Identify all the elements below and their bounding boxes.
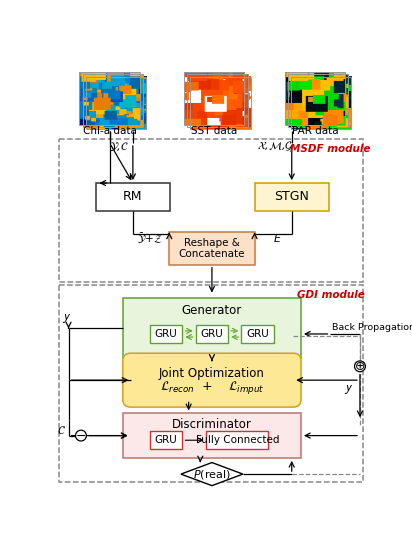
Text: GDI module: GDI module: [297, 290, 364, 300]
Text: GRU: GRU: [155, 329, 178, 339]
Bar: [184, 72, 244, 124]
Text: $\mathcal{C}$: $\mathcal{C}$: [56, 425, 66, 437]
Bar: [150, 324, 183, 343]
Text: Generator: Generator: [182, 304, 242, 317]
Bar: [150, 431, 183, 449]
Bar: [190, 77, 250, 129]
Bar: [169, 232, 255, 265]
Bar: [285, 72, 345, 124]
Text: PAR data: PAR data: [292, 126, 338, 136]
Bar: [123, 298, 301, 358]
Circle shape: [75, 430, 87, 441]
Bar: [86, 77, 146, 129]
Text: GRU: GRU: [155, 435, 178, 445]
Text: Joint Optimization: Joint Optimization: [159, 367, 265, 380]
Bar: [196, 324, 228, 343]
Text: RM: RM: [123, 190, 143, 204]
Polygon shape: [181, 463, 243, 486]
Text: STGN: STGN: [274, 190, 309, 204]
Bar: [288, 74, 348, 127]
Text: $\mathcal{L}_{recon}$  +    $\mathcal{L}_{imput}$: $\mathcal{L}_{recon}$ + $\mathcal{L}_{im…: [159, 379, 264, 397]
Text: $\mathcal{X}$,$\mathcal{M}$,$\mathcal{G}$: $\mathcal{X}$,$\mathcal{M}$,$\mathcal{G}…: [257, 140, 293, 153]
Bar: [187, 74, 248, 127]
Bar: [255, 183, 328, 211]
Bar: [80, 72, 140, 124]
Text: $\mathcal{y}$: $\mathcal{y}$: [62, 312, 72, 325]
Text: Concatenate: Concatenate: [179, 249, 245, 259]
Text: Discriminator: Discriminator: [172, 419, 252, 431]
Text: $\mathcal{y}$: $\mathcal{y}$: [344, 383, 354, 396]
Bar: [59, 139, 363, 282]
Text: Fully Connected: Fully Connected: [196, 435, 279, 445]
Text: Reshape &: Reshape &: [184, 238, 240, 248]
Text: SST data: SST data: [191, 126, 237, 136]
Text: Back Propagation: Back Propagation: [332, 323, 412, 332]
Bar: [59, 285, 363, 482]
Text: $-$: $-$: [75, 429, 87, 442]
FancyBboxPatch shape: [123, 353, 301, 407]
Text: $\oplus$: $\oplus$: [354, 360, 365, 373]
Text: GRU: GRU: [246, 329, 269, 339]
Text: $E$: $E$: [273, 233, 282, 245]
Bar: [206, 431, 269, 449]
Bar: [291, 77, 351, 129]
Text: GRU: GRU: [201, 329, 223, 339]
Text: $\mathcal{Y}$,$\mathcal{C}$: $\mathcal{Y}$,$\mathcal{C}$: [109, 140, 129, 152]
Text: Chl-a data: Chl-a data: [83, 126, 136, 136]
Bar: [96, 183, 170, 211]
Circle shape: [354, 361, 365, 372]
Text: $\bar{\mathcal{Y}}$+$\mathcal{Z}$: $\bar{\mathcal{Y}}$+$\mathcal{Z}$: [137, 232, 163, 245]
Text: MSDF module: MSDF module: [290, 144, 371, 154]
Bar: [82, 74, 143, 127]
Text: $P$(real): $P$(real): [193, 468, 231, 481]
Bar: [241, 324, 274, 343]
Bar: [123, 413, 301, 458]
